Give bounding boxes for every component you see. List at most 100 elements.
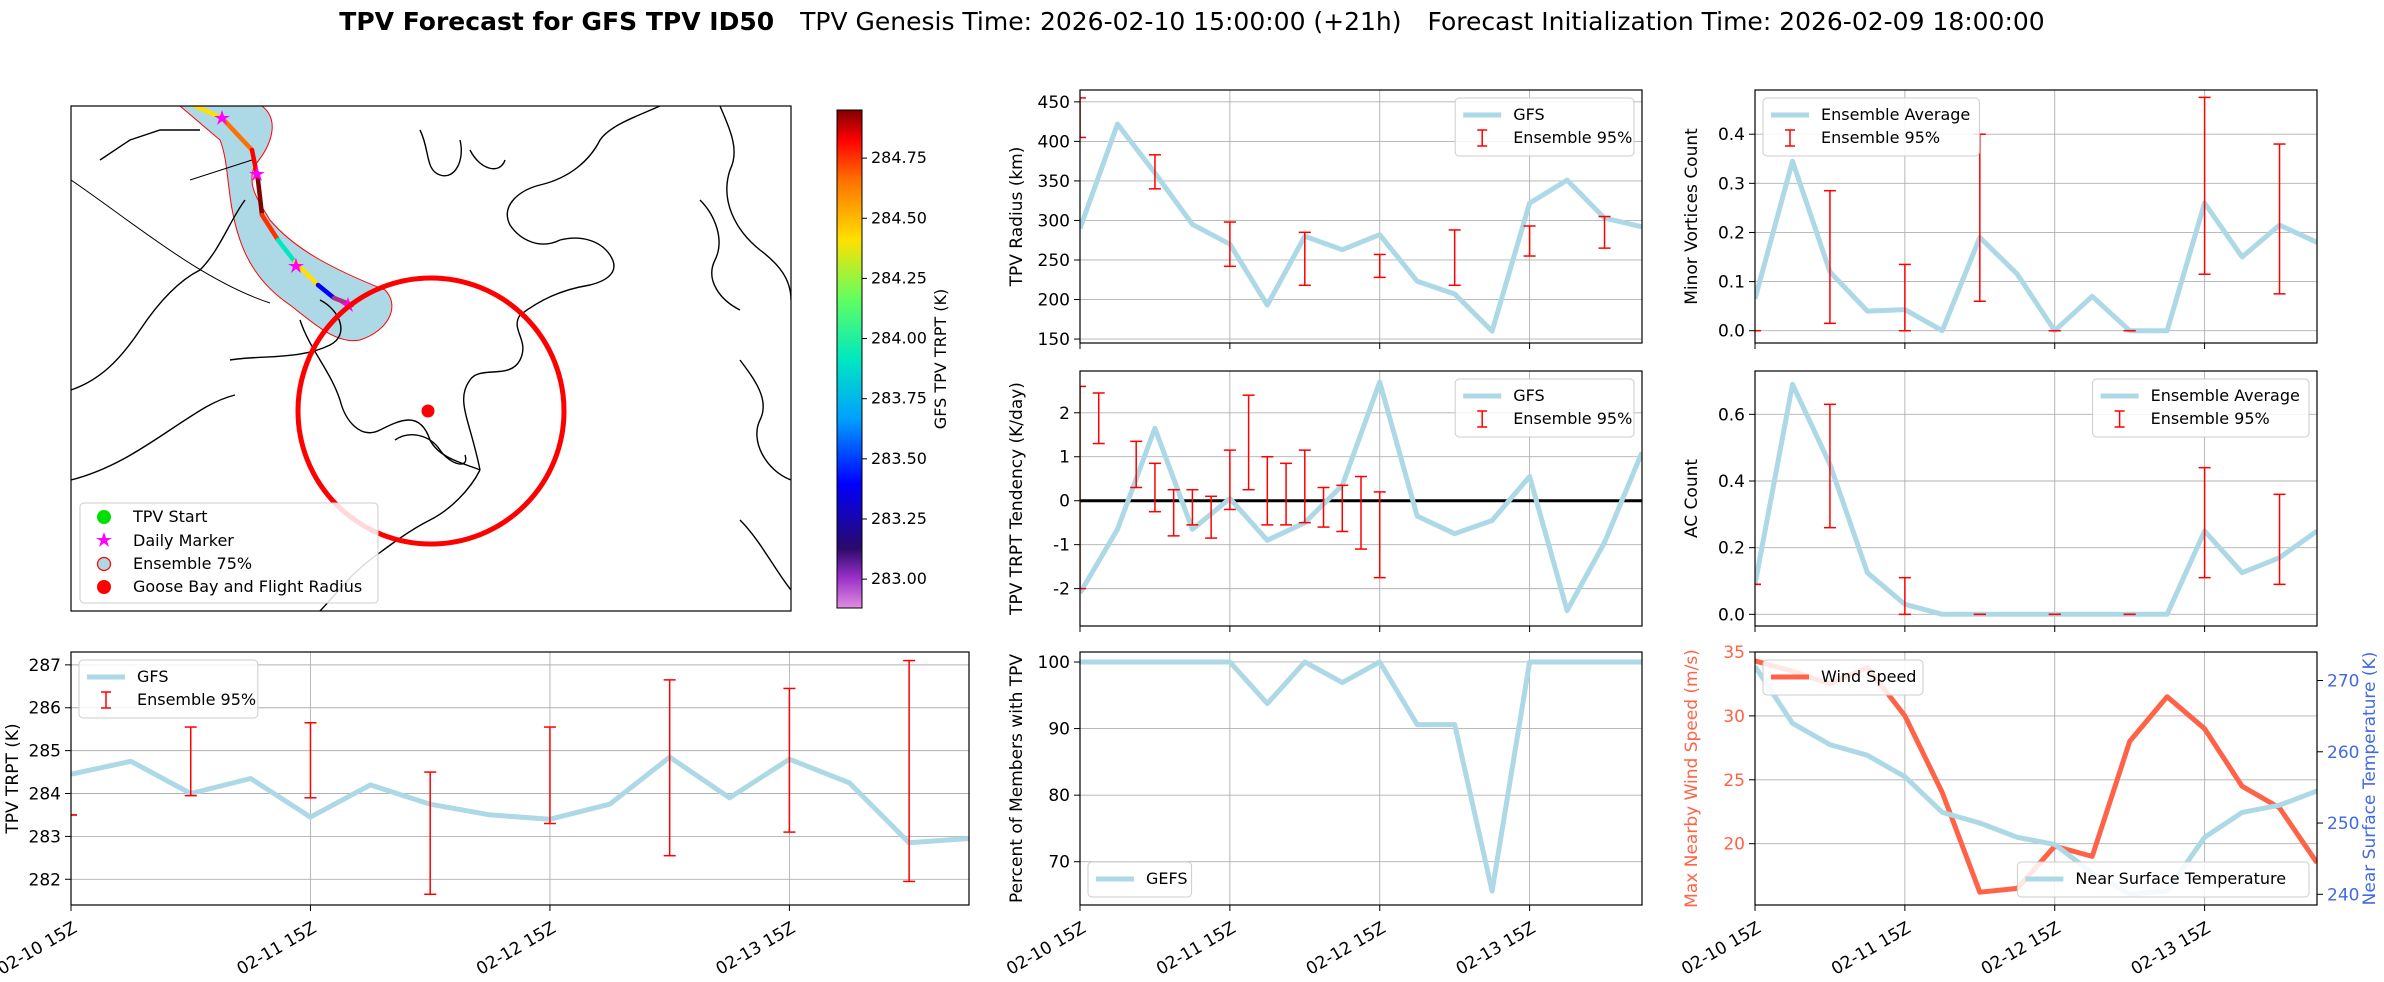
errorbar <box>543 726 556 825</box>
legend-label: Ensemble 95% <box>137 690 256 709</box>
errorbar <box>424 771 437 896</box>
legend-label: Ensemble 95% <box>2151 409 2270 428</box>
legend-label: GFS <box>1513 386 1544 405</box>
y-tick-label: 283 <box>29 827 61 847</box>
map-legend: TPV Start Daily Marker Ensemble 75% Goos… <box>79 502 379 604</box>
errorbar <box>184 726 197 797</box>
y-tick-label: 0.4 <box>1718 125 1745 145</box>
colorbar-tick-label: 283.50 <box>871 449 927 468</box>
plot-area <box>1755 658 2317 897</box>
colorbar-tick-label: 284.25 <box>871 268 927 287</box>
x-tick-label: 02-13 15Z <box>713 918 799 979</box>
errorbar <box>1080 385 1086 590</box>
map-grid-line <box>189 159 253 181</box>
series-line <box>1755 658 2317 895</box>
map-panel: TPV Start Daily Marker Ensemble 75% Goos… <box>70 105 950 612</box>
axes-frame <box>1079 651 1643 906</box>
series-line <box>71 754 969 846</box>
x-tick-label: 02-11 15Z <box>1153 918 1239 979</box>
colorbar-tick-label: 283.75 <box>871 389 927 408</box>
x-tick-label: 02-13 15Z <box>1453 918 1539 979</box>
y-tick-label: 282 <box>29 870 61 890</box>
errorbar <box>1080 97 1086 139</box>
y-tick-label: 0.6 <box>1718 405 1745 425</box>
y-tick-label: 287 <box>29 656 61 676</box>
y-tick-label: -2 <box>1053 580 1070 600</box>
map-grid-line <box>71 179 271 304</box>
y-right-axis-label: Near Surface Temperature (K) <box>2360 652 2380 906</box>
y-tick-label: 35 <box>1723 643 1745 663</box>
legend-box <box>2016 861 2310 898</box>
y-tick-label: 150 <box>1038 330 1070 350</box>
errorbar <box>1898 263 1911 332</box>
axes-frame <box>1079 370 1643 627</box>
errorbar <box>1280 462 1293 526</box>
legend-label: GEFS <box>1146 869 1188 888</box>
plot-area <box>1080 659 1642 894</box>
legend-label: Wind Speed <box>1821 667 1916 686</box>
legend-label: GFS <box>137 667 168 686</box>
y-tick-label: 284 <box>29 785 61 805</box>
errorbar <box>1223 449 1236 511</box>
x-tick-label: 02-12 15Z <box>1303 918 1389 979</box>
errorbar <box>1448 229 1461 287</box>
errorbar <box>1317 486 1330 528</box>
y-tick-label: 1 <box>1059 448 1070 468</box>
y-tick-label: 0.0 <box>1718 605 1745 625</box>
errorbar <box>1242 394 1255 491</box>
legend-daily-marker-label: Daily Marker <box>133 531 234 550</box>
errorbar <box>1261 455 1274 526</box>
legend: GFS Ensemble 95% <box>78 659 259 719</box>
y-tick-label: 300 <box>1038 211 1070 231</box>
errorbar <box>1092 392 1105 445</box>
legend-box <box>1762 97 1980 157</box>
y-tick-label: 70 <box>1048 853 1070 873</box>
goose-bay-marker <box>421 404 435 418</box>
axes-frame <box>1754 89 2318 344</box>
x-tick-label: 02-10 15Z <box>1003 918 1089 979</box>
y-tick-label: 90 <box>1048 720 1070 740</box>
plot-area <box>1080 97 1642 334</box>
panel-radius: 150 200 250 300 350 400 450 TPV Radius (km) GFS E… <box>1007 89 1643 350</box>
y-axis-label: Minor Vortices Count <box>1682 128 1702 305</box>
series-line <box>1755 158 2317 334</box>
errorbar <box>1336 484 1349 533</box>
legend: Ensemble Average Ensemble 95% <box>1762 97 1980 157</box>
colorbar-tick-label: 284.50 <box>871 208 927 227</box>
errorbar <box>1598 215 1611 249</box>
y-tick-label: 25 <box>1723 771 1745 791</box>
legend-tpv-start-marker <box>97 510 111 524</box>
legend-ensemble-75: Ensemble 75% <box>133 554 252 573</box>
legend: Wind Speed <box>1762 659 1924 696</box>
colorbar-gradient <box>836 109 863 609</box>
legend-label: Ensemble 95% <box>1513 409 1632 428</box>
errorbar <box>1298 231 1311 287</box>
errorbar <box>1373 253 1386 279</box>
legend: Near Surface Temperature <box>2016 861 2310 898</box>
daily-marker <box>288 258 304 273</box>
legend: GFS Ensemble 95% <box>1454 378 1635 438</box>
y-tick-label: 2 <box>1059 404 1070 424</box>
y-right-tick-label: 240 <box>2327 885 2359 905</box>
colorbar-label: GFS TPV TRPT (K) <box>931 289 950 429</box>
y-tick-label: 400 <box>1038 132 1070 152</box>
y-tick-label: 100 <box>1038 653 1070 673</box>
plot-area <box>1755 96 2317 334</box>
errorbar <box>1973 133 1986 302</box>
errorbar <box>2198 96 2211 275</box>
series-line <box>1080 379 1642 614</box>
legend: GEFS <box>1087 861 1193 898</box>
errorbar <box>903 659 916 883</box>
y-tick-label: 285 <box>29 742 61 762</box>
y-right-tick-label: 250 <box>2327 814 2359 834</box>
legend: Ensemble Average Ensemble 95% <box>2092 378 2310 438</box>
y-right-tick-label: 270 <box>2327 672 2359 692</box>
y-tick-label: 450 <box>1038 93 1070 113</box>
y-tick-label: 20 <box>1723 835 1745 855</box>
plot-area <box>71 659 969 896</box>
y-right-tick-label: 260 <box>2327 743 2359 763</box>
colorbar-tick-label: 283.00 <box>871 569 927 588</box>
axes-frame <box>1754 370 2318 627</box>
series-line <box>1755 664 2317 897</box>
